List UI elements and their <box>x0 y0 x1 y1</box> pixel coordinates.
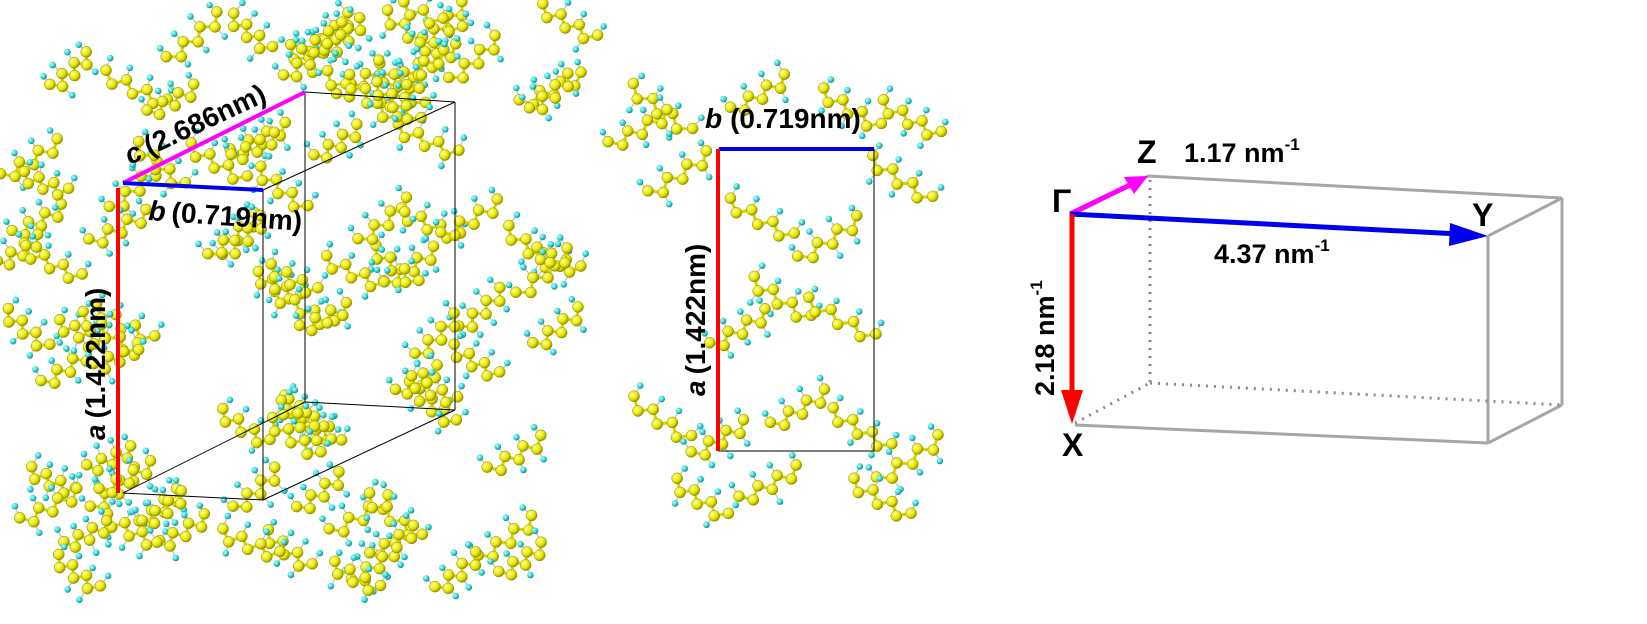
left-axis-b-line <box>122 181 264 192</box>
left-b-value: (0.719nm) <box>171 197 304 237</box>
middle-molecular-structure <box>599 59 949 529</box>
left-a-label: a (1.422nm) <box>80 288 111 440</box>
reciprocal-box-hidden-edges <box>1074 180 1563 425</box>
x-arrowhead <box>1061 390 1083 424</box>
middle-a-value: (1.422nm) <box>680 244 711 375</box>
middle-a-label: a (1.422nm) <box>680 244 711 396</box>
y-length-label: 4.37 nm-1 <box>1214 236 1330 269</box>
x-length-base: 2.18 nm <box>1030 295 1060 396</box>
left-molecular-structure <box>0 0 607 604</box>
middle-b-value: (0.719nm) <box>730 103 861 134</box>
z-length-label: 1.17 nm-1 <box>1184 135 1300 168</box>
left-unit-cell-panel: c(2.686nm) b (0.719nm) a(1.422nm) <box>0 0 607 604</box>
left-a-value: (1.422nm) <box>80 288 111 419</box>
z-label: Z <box>1137 134 1157 170</box>
z-length-base: 1.17 nm <box>1184 138 1285 168</box>
y-length-base: 4.37 nm <box>1214 239 1315 269</box>
x-length-label: 2.18 nm-1 <box>1027 280 1060 396</box>
z-arrowhead <box>1124 176 1148 194</box>
left-b-label: b (0.719nm) <box>148 195 304 237</box>
y-arrowhead <box>1449 223 1488 246</box>
x-label: X <box>1062 427 1084 463</box>
y-length-exp: -1 <box>1315 236 1330 255</box>
left-b-var: b <box>148 195 167 227</box>
left-axis-c-line <box>122 90 306 185</box>
z-length-exp: -1 <box>1285 135 1300 154</box>
x-length-exp: -1 <box>1027 280 1046 295</box>
gamma-label: Γ <box>1052 183 1071 219</box>
middle-b-label: b (0.719nm) <box>705 103 861 134</box>
right-reciprocal-panel: Γ Z Y X 1.17 nm-1 4.37 nm-1 2.18 nm-1 <box>1027 134 1564 463</box>
z-arrow-line <box>1068 181 1134 217</box>
middle-projection-panel: b (0.719nm) a (1.422nm) <box>599 59 949 529</box>
y-label: Y <box>1472 197 1493 233</box>
left-a-var: a <box>80 424 111 440</box>
middle-a-var: a <box>680 380 711 396</box>
y-arrow-line <box>1069 211 1461 237</box>
middle-b-var: b <box>705 103 722 134</box>
